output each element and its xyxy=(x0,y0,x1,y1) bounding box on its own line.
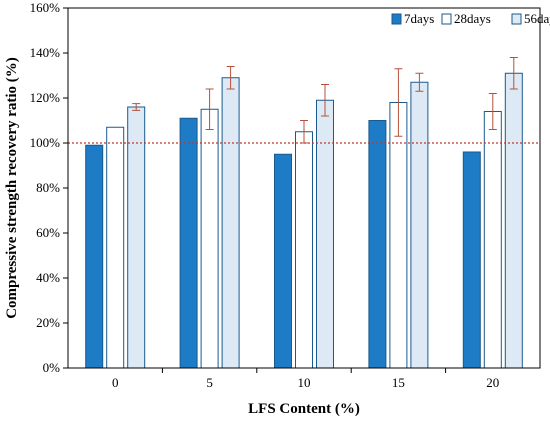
bar-7days-15 xyxy=(368,120,387,369)
bar-28days-20 xyxy=(483,111,502,369)
y-tick-label: 160% xyxy=(30,0,61,15)
x-tick-label: 15 xyxy=(392,375,405,390)
plot-area xyxy=(68,57,540,369)
y-tick-label: 120% xyxy=(30,90,61,105)
bar-56days-20 xyxy=(504,72,523,369)
bar-7days-5 xyxy=(179,117,198,369)
y-tick-label: 60% xyxy=(36,225,60,240)
y-tick-label: 20% xyxy=(36,315,60,330)
legend-swatch-56days xyxy=(511,13,522,25)
x-tick-label: 10 xyxy=(298,375,311,390)
y-tick-label: 100% xyxy=(30,135,61,150)
axes: 0% 20% 40% 60% 80% 100% 120% 140% 160% 0 5 10 15 20 xyxy=(30,0,541,390)
x-tick-label: 0 xyxy=(112,375,119,390)
y-tick-label: 140% xyxy=(30,45,61,60)
bar-56days-0 xyxy=(127,106,146,369)
y-tick-label: 0% xyxy=(43,360,61,375)
bar-28days-0 xyxy=(106,126,125,369)
bar-7days-0 xyxy=(85,144,104,369)
bar-28days-15 xyxy=(389,102,408,369)
y-axis-title: Compressive strength recovery ratio (%) xyxy=(4,57,20,319)
bar-56days-10 xyxy=(316,99,334,369)
y-tick-label: 80% xyxy=(36,180,60,195)
y-tick-label: 40% xyxy=(36,270,60,285)
bar-56days-15 xyxy=(410,81,429,369)
x-axis-title: LFS Content (%) xyxy=(248,401,360,417)
bar-56days-5 xyxy=(221,77,240,369)
legend-swatch-7days xyxy=(391,13,402,25)
bar-7days-10 xyxy=(274,153,292,369)
legend-label-7days: 7days xyxy=(404,11,434,26)
x-tick-label: 20 xyxy=(486,375,499,390)
bar-7days-20 xyxy=(462,151,481,369)
bar-28days-5 xyxy=(200,108,219,369)
legend-label-28days: 28days xyxy=(454,11,491,26)
x-tick-label: 5 xyxy=(206,375,213,390)
legend: 7days 28days 56days xyxy=(391,11,550,26)
legend-label-56days: 56days xyxy=(524,11,550,26)
legend-swatch-28days xyxy=(441,13,452,25)
bar-28days-10 xyxy=(295,131,313,369)
